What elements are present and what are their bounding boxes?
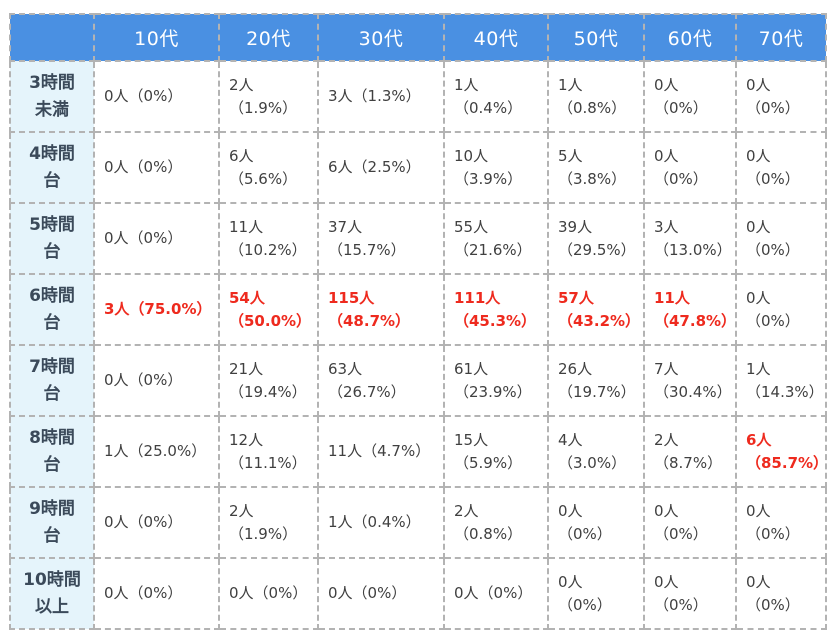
table-cell-highlighted: 6人 （85.7%）	[735, 415, 828, 488]
table-cell: 0人 （0%）	[735, 131, 827, 204]
table-cell: 63人 （26.7%）	[317, 344, 445, 417]
row-header-6h: 6時間 台	[9, 273, 95, 346]
column-header-50s: 50代	[547, 13, 645, 62]
row-header-4h: 4時間 台	[9, 131, 95, 204]
table-cell: 3人（1.3%）	[317, 60, 445, 133]
table-cell: 21人 （19.4%）	[218, 344, 319, 417]
table-cell: 0人 （0%）	[735, 202, 827, 275]
corner-cell	[9, 13, 95, 62]
row-header-9h: 9時間 台	[9, 486, 95, 559]
table-cell: 0人 （0%）	[643, 486, 737, 559]
row-header-under-3h: 3時間 未満	[9, 60, 95, 133]
table-cell: 10人 （3.9%）	[443, 131, 549, 204]
table-cell: 0人（0%）	[93, 557, 220, 630]
table-cell: 1人（0.4%）	[317, 486, 445, 559]
table-cell-highlighted: 54人 （50.0%）	[218, 273, 319, 346]
header-row: 10代 20代 30代 40代 50代 60代 70代	[9, 13, 827, 62]
table-cell: 0人（0%）	[93, 60, 220, 133]
table-cell: 0人 （0%）	[643, 557, 737, 630]
table-cell: 6人（2.5%）	[317, 131, 445, 204]
table-cell: 0人（0%）	[317, 557, 445, 630]
table-cell-highlighted: 57人 （43.2%）	[547, 273, 645, 346]
table-cell: 12人 （11.1%）	[218, 415, 319, 488]
column-header-30s: 30代	[317, 13, 445, 62]
table-cell: 0人 （0%）	[735, 486, 827, 559]
table-cell: 0人（0%）	[93, 202, 220, 275]
table-cell: 11人 （10.2%）	[218, 202, 319, 275]
table-cell: 0人（0%）	[93, 344, 220, 417]
table-row-under-3h: 3時間 未満 0人（0%） 2人 （1.9%） 3人（1.3%） 1人 （0.4…	[9, 60, 827, 133]
table-cell: 0人 （0%）	[547, 557, 645, 630]
table-row-over-10h: 10時間 以上 0人（0%） 0人（0%） 0人（0%） 0人（0%） 0人 （…	[9, 557, 827, 630]
row-header-over-10h: 10時間 以上	[9, 557, 95, 630]
table-cell: 0人 （0%）	[643, 60, 737, 133]
table-cell: 0人 （0%）	[735, 60, 827, 133]
table-cell: 2人 （0.8%）	[443, 486, 549, 559]
table-cell: 1人 （0.8%）	[547, 60, 645, 133]
table-cell: 0人（0%）	[443, 557, 549, 630]
table-cell: 39人 （29.5%）	[547, 202, 645, 275]
table-cell: 0人 （0%）	[547, 486, 645, 559]
table-row-4h: 4時間 台 0人（0%） 6人 （5.6%） 6人（2.5%） 10人 （3.9…	[9, 131, 827, 204]
table-cell: 3人 （13.0%）	[643, 202, 737, 275]
table-cell: 2人 （1.9%）	[218, 486, 319, 559]
table-cell: 0人 （0%）	[735, 557, 827, 630]
row-header-8h: 8時間 台	[9, 415, 95, 488]
table-row-9h: 9時間 台 0人（0%） 2人 （1.9%） 1人（0.4%） 2人 （0.8%…	[9, 486, 827, 559]
column-header-60s: 60代	[643, 13, 737, 62]
table-cell: 0人（0%）	[93, 486, 220, 559]
table-row-5h: 5時間 台 0人（0%） 11人 （10.2%） 37人 （15.7%） 55人…	[9, 202, 827, 275]
column-header-40s: 40代	[443, 13, 549, 62]
table-cell: 15人 （5.9%）	[443, 415, 549, 488]
table-cell: 0人（0%）	[93, 131, 220, 204]
table-cell: 5人 （3.8%）	[547, 131, 645, 204]
table-cell-highlighted: 115人 （48.7%）	[317, 273, 445, 346]
table-cell-highlighted: 11人 （47.8%）	[643, 273, 737, 346]
table-cell: 2人 （8.7%）	[643, 415, 737, 488]
table-cell: 61人 （23.9%）	[443, 344, 549, 417]
table-cell: 0人 （0%）	[735, 273, 827, 346]
table-cell: 37人 （15.7%）	[317, 202, 445, 275]
table-cell-highlighted: 111人 （45.3%）	[443, 273, 549, 346]
table-row-6h: 6時間 台 3人（75.0%） 54人 （50.0%） 115人 （48.7%）…	[9, 273, 827, 346]
row-header-5h: 5時間 台	[9, 202, 95, 275]
table-cell-highlighted: 3人（75.0%）	[93, 273, 220, 346]
table-row-7h: 7時間 台 0人（0%） 21人 （19.4%） 63人 （26.7%） 61人…	[9, 344, 827, 417]
table-cell: 0人（0%）	[218, 557, 319, 630]
table-cell: 2人 （1.9%）	[218, 60, 319, 133]
table-cell: 11人（4.7%）	[317, 415, 445, 488]
column-header-10s: 10代	[93, 13, 220, 62]
column-header-20s: 20代	[218, 13, 319, 62]
table-cell: 7人 （30.4%）	[643, 344, 737, 417]
table-cell: 26人 （19.7%）	[547, 344, 645, 417]
table-cell: 4人 （3.0%）	[547, 415, 645, 488]
table-cell: 55人 （21.6%）	[443, 202, 549, 275]
table-cell: 1人（25.0%）	[93, 415, 220, 488]
column-header-70s: 70代	[735, 13, 827, 62]
table-cell: 1人 （14.3%）	[735, 344, 827, 417]
table-cell: 1人 （0.4%）	[443, 60, 549, 133]
table-cell: 6人 （5.6%）	[218, 131, 319, 204]
age-sleep-duration-table: 10代 20代 30代 40代 50代 60代 70代 3時間 未満 0人（0%…	[9, 13, 828, 630]
table-cell: 0人 （0%）	[643, 131, 737, 204]
table-row-8h: 8時間 台 1人（25.0%） 12人 （11.1%） 11人（4.7%） 15…	[9, 415, 828, 488]
row-header-7h: 7時間 台	[9, 344, 95, 417]
